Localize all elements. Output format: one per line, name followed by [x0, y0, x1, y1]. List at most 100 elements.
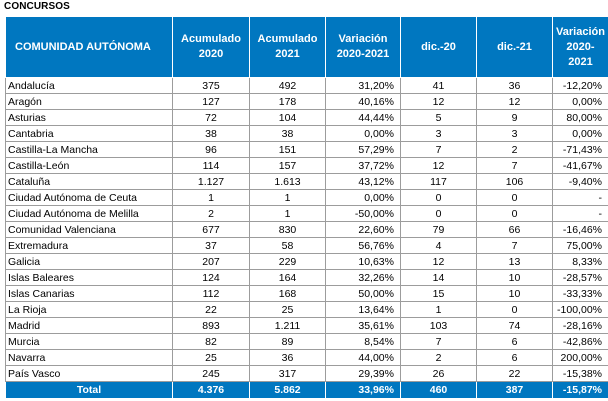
- cell-region-name: Comunidad Valenciana: [5, 221, 173, 238]
- cell-region-name: Islas Baleares: [5, 269, 173, 286]
- cell-variacion-acumulado: 43,12%: [325, 173, 401, 190]
- cell-variacion-diciembre: 0,00%: [552, 125, 608, 142]
- cell-dic-20: 12: [400, 157, 477, 174]
- table-row: Andalucía 375 492 31,20% 41 36 -12,20%: [5, 77, 608, 94]
- cell-acumulado-2020: 207: [172, 253, 250, 270]
- table-row: Ciudad Autónoma de Ceuta 1 1 0,00% 0 0-: [5, 189, 608, 206]
- cell-variacion-acumulado: 44,00%: [325, 349, 401, 366]
- cell-dic-21: 74: [476, 317, 553, 334]
- cell-region-name: Galicia: [5, 253, 173, 270]
- cell-variacion-acumulado: 22,60%: [325, 221, 401, 238]
- cell-dic-21: 13: [476, 253, 553, 270]
- table-row: Cataluña 1.127 1.613 43,12% 117 106 -9,40%: [5, 173, 608, 190]
- cell-variacion-diciembre: -: [552, 205, 608, 222]
- cell-variacion-diciembre: -71,43%: [552, 141, 608, 158]
- cell-variacion-acumulado: 10,63%: [325, 253, 401, 270]
- table-row: Madrid 893 1.211 35,61% 103 74 -28,16%: [5, 317, 608, 334]
- total-acumulado-2020: 4.376: [172, 381, 250, 399]
- cell-dic-20: 14: [400, 269, 477, 286]
- cell-variacion-diciembre: -16,46%: [552, 221, 608, 238]
- table-row: Comunidad Valenciana 677 830 22,60% 79 66 -16,…: [5, 221, 608, 238]
- cell-acumulado-2021: 317: [249, 365, 326, 382]
- cell-variacion-acumulado: 8,54%: [325, 333, 401, 350]
- cell-acumulado-2021: 229: [249, 253, 326, 270]
- cell-variacion-diciembre: 75,00%: [552, 237, 608, 254]
- cell-dic-20: 117: [400, 173, 477, 190]
- total-variacion-acumulado: 33,96%: [325, 381, 401, 399]
- cell-dic-21: 0: [476, 301, 553, 318]
- table-row: Navarra 25 36 44,00% 2 6 200,00%: [5, 349, 608, 366]
- cell-acumulado-2021: 492: [249, 77, 326, 94]
- total-variacion-diciembre: -15,87%: [552, 381, 608, 399]
- cell-acumulado-2021: 25: [249, 301, 326, 318]
- cell-acumulado-2020: 112: [172, 285, 250, 302]
- cell-region-name: Castilla-La Mancha: [5, 141, 173, 158]
- cell-acumulado-2021: 168: [249, 285, 326, 302]
- header-acumulado-2021: Acumulado 2021: [249, 16, 326, 78]
- table-footer: Total 4.376 5.862 33,96% 460 387 -15,87%: [5, 381, 608, 399]
- cell-dic-21: 66: [476, 221, 553, 238]
- table-header: COMUNIDAD AUTÓNOMA Acumulado 2020 Acumul…: [5, 16, 608, 78]
- cell-dic-20: 103: [400, 317, 477, 334]
- table-row: Castilla-León 114 157 37,72% 12 7 -41,67%: [5, 157, 608, 174]
- cell-acumulado-2020: 375: [172, 77, 250, 94]
- total-dic-20: 460: [400, 381, 477, 399]
- cell-variacion-acumulado: 44,44%: [325, 109, 401, 126]
- cell-variacion-acumulado: 0,00%: [325, 189, 401, 206]
- cell-dic-20: 2: [400, 349, 477, 366]
- cell-region-name: Aragón: [5, 93, 173, 110]
- cell-region-name: Cantabria: [5, 125, 173, 142]
- cell-acumulado-2020: 37: [172, 237, 250, 254]
- table-row: Cantabria 38 38 0,00% 3 3 0,00%: [5, 125, 608, 142]
- concursos-table: COMUNIDAD AUTÓNOMA Acumulado 2020 Acumul…: [5, 16, 608, 399]
- cell-acumulado-2021: 89: [249, 333, 326, 350]
- cell-variacion-diciembre: 200,00%: [552, 349, 608, 366]
- cell-variacion-acumulado: 37,72%: [325, 157, 401, 174]
- cell-acumulado-2021: 104: [249, 109, 326, 126]
- table-row: Castilla-La Mancha 96 151 57,29% 7 2 -71,43%: [5, 141, 608, 158]
- table-row: Murcia 82 89 8,54% 7 6 -42,86%: [5, 333, 608, 350]
- cell-acumulado-2020: 72: [172, 109, 250, 126]
- cell-dic-20: 1: [400, 301, 477, 318]
- cell-region-name: Ciudad Autónoma de Melilla: [5, 205, 173, 222]
- cell-acumulado-2020: 245: [172, 365, 250, 382]
- cell-variacion-diciembre: -12,20%: [552, 77, 608, 94]
- cell-acumulado-2021: 1: [249, 189, 326, 206]
- cell-dic-20: 4: [400, 237, 477, 254]
- cell-dic-20: 79: [400, 221, 477, 238]
- cell-region-name: Navarra: [5, 349, 173, 366]
- cell-dic-20: 26: [400, 365, 477, 382]
- cell-variacion-acumulado: 50,00%: [325, 285, 401, 302]
- cell-acumulado-2020: 124: [172, 269, 250, 286]
- cell-variacion-acumulado: 57,29%: [325, 141, 401, 158]
- table-row: Extremadura 37 58 56,76% 4 7 75,00%: [5, 237, 608, 254]
- table-row: País Vasco 245 317 29,39% 26 22 -15,38%: [5, 365, 608, 382]
- total-acumulado-2021: 5.862: [249, 381, 326, 399]
- cell-region-name: Islas Canarias: [5, 285, 173, 302]
- cell-variacion-diciembre: -41,67%: [552, 157, 608, 174]
- cell-variacion-diciembre: -15,38%: [552, 365, 608, 382]
- header-dic-21: dic.-21: [476, 16, 553, 78]
- cell-dic-21: 6: [476, 333, 553, 350]
- cell-dic-21: 3: [476, 125, 553, 142]
- cell-region-name: Castilla-León: [5, 157, 173, 174]
- cell-variacion-acumulado: 56,76%: [325, 237, 401, 254]
- cell-acumulado-2020: 893: [172, 317, 250, 334]
- cell-dic-20: 3: [400, 125, 477, 142]
- cell-dic-21: 7: [476, 157, 553, 174]
- cell-dic-20: 7: [400, 141, 477, 158]
- cell-dic-20: 7: [400, 333, 477, 350]
- cell-acumulado-2020: 38: [172, 125, 250, 142]
- cell-acumulado-2020: 127: [172, 93, 250, 110]
- cell-dic-20: 0: [400, 189, 477, 206]
- cell-acumulado-2020: 96: [172, 141, 250, 158]
- cell-variacion-acumulado: 13,64%: [325, 301, 401, 318]
- cell-variacion-diciembre: -28,16%: [552, 317, 608, 334]
- cell-dic-21: 2: [476, 141, 553, 158]
- cell-dic-21: 0: [476, 205, 553, 222]
- cell-region-name: Murcia: [5, 333, 173, 350]
- cell-region-name: La Rioja: [5, 301, 173, 318]
- cell-variacion-acumulado: 32,26%: [325, 269, 401, 286]
- cell-variacion-diciembre: 80,00%: [552, 109, 608, 126]
- table-row: Asturias 72 104 44,44% 5 9 80,00%: [5, 109, 608, 126]
